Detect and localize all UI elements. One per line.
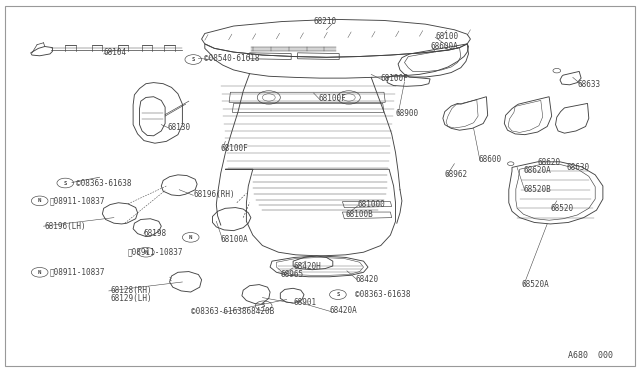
Text: 68420: 68420 bbox=[355, 275, 378, 283]
Text: A680  000: A680 000 bbox=[568, 351, 613, 360]
Text: 68129(LH): 68129(LH) bbox=[110, 294, 152, 303]
Text: S: S bbox=[262, 303, 266, 308]
Text: Ⓣ08911-10837: Ⓣ08911-10837 bbox=[50, 268, 106, 277]
Text: 68600A: 68600A bbox=[430, 42, 458, 51]
Text: 68128(RH): 68128(RH) bbox=[110, 286, 152, 295]
Text: S: S bbox=[336, 292, 340, 297]
Text: 68630: 68630 bbox=[566, 163, 589, 172]
Text: 68965: 68965 bbox=[280, 270, 303, 279]
Text: 68962: 68962 bbox=[445, 170, 468, 179]
Text: 68633: 68633 bbox=[577, 80, 600, 89]
Text: ©08363-61638: ©08363-61638 bbox=[355, 291, 411, 299]
Text: 68100B: 68100B bbox=[346, 210, 373, 219]
Text: N: N bbox=[189, 235, 193, 240]
Text: 68520: 68520 bbox=[550, 204, 573, 213]
Text: 68100: 68100 bbox=[435, 32, 458, 41]
Text: ©08363-6163868420B: ©08363-6163868420B bbox=[191, 307, 274, 316]
Text: 68100F: 68100F bbox=[381, 74, 408, 83]
Text: 68104: 68104 bbox=[104, 48, 127, 57]
Text: 68198: 68198 bbox=[144, 229, 167, 238]
Text: 68620: 68620 bbox=[538, 158, 561, 167]
Text: Ⓣ08911-10837: Ⓣ08911-10837 bbox=[50, 196, 106, 205]
Text: ©08540-61618: ©08540-61618 bbox=[204, 54, 259, 63]
Text: 68420A: 68420A bbox=[330, 307, 357, 315]
Text: 68100A: 68100A bbox=[221, 235, 248, 244]
Text: Ⓣ08911-10837: Ⓣ08911-10837 bbox=[128, 248, 184, 257]
Text: 68600: 68600 bbox=[479, 155, 502, 164]
Text: N: N bbox=[38, 198, 42, 203]
Text: 68901: 68901 bbox=[293, 298, 316, 307]
Text: S: S bbox=[191, 57, 195, 62]
Text: 681000: 681000 bbox=[357, 200, 385, 209]
Text: 68100F: 68100F bbox=[221, 144, 248, 153]
Text: N: N bbox=[38, 270, 42, 275]
Text: 68900: 68900 bbox=[396, 109, 419, 118]
Text: 68520A: 68520A bbox=[522, 280, 549, 289]
Text: S: S bbox=[63, 180, 67, 186]
Text: 68196(RH): 68196(RH) bbox=[193, 190, 235, 199]
Text: 68520B: 68520B bbox=[524, 185, 551, 194]
Text: 68100F: 68100F bbox=[319, 94, 346, 103]
Text: N: N bbox=[144, 250, 148, 255]
Text: 68130: 68130 bbox=[168, 123, 191, 132]
Text: ©08363-61638: ©08363-61638 bbox=[76, 179, 131, 187]
Text: 68420H: 68420H bbox=[293, 262, 321, 271]
Text: 68620A: 68620A bbox=[524, 166, 551, 175]
Text: 68196(LH): 68196(LH) bbox=[45, 222, 86, 231]
Text: 68210: 68210 bbox=[314, 17, 337, 26]
